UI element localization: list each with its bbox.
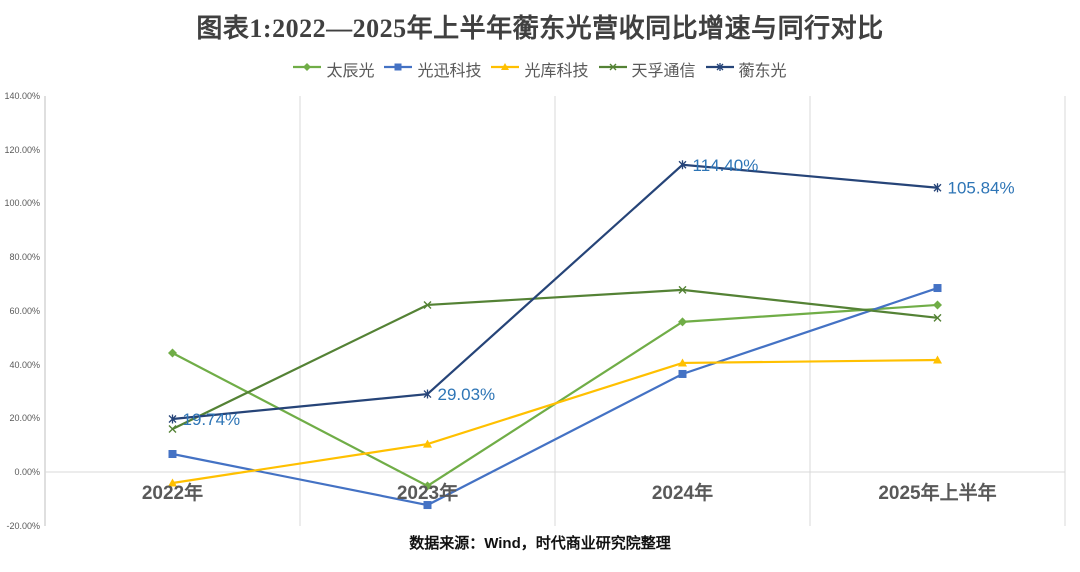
series-line-2 (172, 358, 938, 485)
asterisk-marker-icon (423, 389, 432, 399)
x-marker-icon (168, 425, 177, 434)
x-marker-icon (423, 300, 432, 309)
square-marker-icon (678, 369, 687, 378)
chart-title: 图表1:2022—2025年上半年蘅东光营收同比增速与同行对比 (196, 14, 884, 43)
x-marker-icon (933, 313, 942, 322)
y-axis-tick: 140.00% (4, 91, 40, 101)
x-axis-label: 2022年 (141, 483, 204, 504)
x-axis-label: 2024年 (651, 483, 714, 504)
y-axis-tick: 120.00% (4, 144, 40, 155)
triangle-marker-icon (933, 355, 942, 364)
legend-item-3: 天孚通信 (598, 57, 696, 81)
asterisk-marker-icon (933, 183, 942, 193)
legend-label: 太辰光 (326, 63, 375, 80)
legend-item-2: 光库科技 (491, 57, 589, 81)
x-axis-label: 2025年上半年 (878, 483, 997, 504)
legend-label: 光库科技 (524, 63, 589, 80)
data-label: 114.40% (693, 156, 759, 175)
asterisk-marker-icon (168, 414, 177, 424)
legend-item-0: 太辰光 (293, 57, 374, 81)
data-label: 19.74% (183, 410, 241, 429)
triangle-legend-marker-icon (491, 60, 520, 79)
triangle-marker-icon (501, 62, 510, 70)
diamond-marker-icon (303, 62, 312, 71)
x-marker-icon (678, 285, 687, 294)
diamond-marker-icon (933, 300, 942, 310)
series-line-4 (172, 163, 938, 421)
square-marker-icon (168, 450, 177, 459)
x-marker-icon (609, 63, 616, 70)
y-axis-tick: 20.00% (9, 413, 40, 424)
asterisk-marker-icon (716, 62, 723, 71)
diamond-marker-icon (168, 348, 177, 358)
chart-legend: 太辰光 光迅科技 光库科技 天孚通信 蘅东光 (0, 57, 1080, 81)
triangle-marker-icon (423, 439, 432, 448)
series-line-1 (172, 286, 938, 507)
triangle-marker-icon (168, 478, 177, 487)
diamond-marker-icon (423, 481, 432, 491)
source-note: 数据来源：Wind，时代商业研究院整理 (409, 535, 671, 552)
legend-label: 蘅东光 (738, 63, 787, 80)
diamond-legend-marker-icon (293, 60, 322, 79)
series-line-3 (172, 288, 938, 431)
diamond-marker-icon (678, 317, 687, 327)
triangle-marker-icon (678, 358, 687, 367)
x-axis-label: 2023年 (396, 483, 459, 504)
legend-item-1: 光迅科技 (384, 57, 481, 81)
y-axis-tick: 80.00% (9, 252, 40, 263)
asterisk-legend-marker-icon (705, 60, 734, 79)
asterisk-marker-icon (678, 160, 687, 170)
y-axis-tick: 0.00% (14, 467, 40, 477)
square-marker-icon (394, 63, 402, 70)
y-axis-tick: 60.00% (9, 305, 40, 316)
square-legend-marker-icon (384, 60, 413, 79)
data-label: 29.03% (438, 385, 496, 404)
y-axis-tick: -20.00% (6, 520, 40, 531)
square-marker-icon (423, 501, 432, 510)
square-marker-icon (933, 284, 942, 293)
data-label: 105.84% (948, 179, 1015, 198)
y-axis-tick: 100.00% (4, 198, 40, 209)
x-legend-marker-icon (598, 60, 627, 79)
legend-label: 光迅科技 (417, 63, 482, 80)
y-axis-tick: 40.00% (9, 359, 40, 370)
legend-item-4: 蘅东光 (705, 57, 787, 81)
legend-label: 天孚通信 (631, 63, 696, 80)
